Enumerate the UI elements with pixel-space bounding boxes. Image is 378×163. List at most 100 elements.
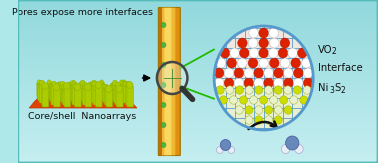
Bar [18, 17, 378, 18]
Bar [18, 14, 378, 15]
FancyBboxPatch shape [116, 90, 123, 107]
Circle shape [42, 82, 48, 89]
Bar [18, 109, 378, 110]
Bar [18, 18, 378, 19]
FancyBboxPatch shape [57, 84, 62, 97]
Bar [18, 148, 378, 149]
Circle shape [53, 83, 60, 90]
FancyBboxPatch shape [72, 85, 77, 103]
Bar [18, 107, 378, 108]
Bar [18, 136, 378, 137]
Circle shape [115, 82, 121, 88]
Circle shape [101, 84, 106, 90]
Circle shape [161, 22, 166, 28]
Circle shape [265, 116, 273, 124]
Bar [18, 42, 378, 43]
Circle shape [259, 28, 268, 38]
FancyBboxPatch shape [61, 88, 67, 103]
Circle shape [248, 38, 258, 48]
FancyBboxPatch shape [70, 84, 76, 101]
Bar [18, 67, 378, 68]
FancyBboxPatch shape [91, 84, 97, 101]
Bar [18, 19, 378, 20]
Circle shape [90, 83, 94, 87]
Bar [18, 110, 378, 111]
Circle shape [284, 78, 293, 88]
Bar [18, 59, 378, 60]
Circle shape [47, 80, 51, 84]
Bar [18, 96, 378, 97]
Circle shape [304, 78, 313, 88]
Bar [18, 129, 378, 130]
Text: Pores expose more interfaces: Pores expose more interfaces [12, 8, 153, 17]
Circle shape [245, 116, 253, 124]
Circle shape [112, 83, 116, 87]
Circle shape [37, 82, 41, 86]
Bar [18, 6, 378, 7]
Text: S: S [334, 83, 341, 93]
Bar [18, 117, 378, 118]
FancyBboxPatch shape [69, 86, 74, 99]
Bar [18, 98, 378, 99]
Bar [18, 115, 378, 116]
Circle shape [284, 68, 293, 78]
Bar [18, 106, 378, 107]
Bar [18, 119, 378, 120]
FancyBboxPatch shape [47, 82, 52, 97]
Bar [18, 97, 378, 98]
Bar [18, 12, 378, 13]
FancyBboxPatch shape [60, 85, 65, 101]
Bar [18, 81, 378, 82]
FancyBboxPatch shape [49, 86, 54, 99]
FancyBboxPatch shape [158, 7, 180, 156]
Text: 2: 2 [341, 86, 345, 95]
Circle shape [92, 81, 97, 87]
Bar [18, 55, 378, 56]
Bar [18, 77, 378, 78]
Circle shape [64, 82, 70, 89]
FancyBboxPatch shape [79, 84, 84, 97]
Text: Core/shell  Nanoarrays: Core/shell Nanoarrays [28, 112, 137, 121]
FancyBboxPatch shape [82, 86, 88, 103]
FancyBboxPatch shape [91, 85, 98, 103]
Circle shape [270, 96, 278, 104]
Bar [18, 120, 378, 121]
Bar [18, 128, 378, 129]
Bar [18, 137, 378, 138]
Circle shape [304, 68, 313, 78]
Bar [18, 93, 378, 94]
Bar [18, 58, 378, 59]
Circle shape [120, 80, 124, 84]
Bar [18, 126, 378, 127]
Bar [18, 64, 378, 65]
Bar [18, 54, 378, 55]
Bar [18, 131, 378, 132]
Bar [18, 118, 378, 119]
Bar [18, 13, 378, 14]
Bar [18, 46, 378, 47]
FancyBboxPatch shape [90, 85, 94, 99]
Bar [18, 112, 378, 113]
Bar [18, 89, 378, 90]
Bar [18, 44, 378, 45]
Circle shape [220, 96, 228, 104]
FancyBboxPatch shape [100, 85, 105, 99]
Bar [18, 138, 378, 139]
Circle shape [249, 28, 259, 38]
Circle shape [265, 106, 273, 114]
Bar [18, 139, 378, 140]
Circle shape [82, 82, 88, 88]
Bar [18, 84, 378, 85]
FancyBboxPatch shape [51, 87, 56, 103]
Circle shape [274, 68, 283, 78]
Circle shape [214, 78, 224, 88]
FancyBboxPatch shape [88, 84, 93, 97]
Bar [18, 157, 378, 158]
Circle shape [274, 106, 282, 114]
Circle shape [274, 78, 283, 88]
Circle shape [105, 86, 112, 92]
FancyBboxPatch shape [49, 87, 55, 101]
Circle shape [157, 62, 187, 94]
Circle shape [161, 142, 166, 148]
FancyBboxPatch shape [54, 88, 60, 107]
